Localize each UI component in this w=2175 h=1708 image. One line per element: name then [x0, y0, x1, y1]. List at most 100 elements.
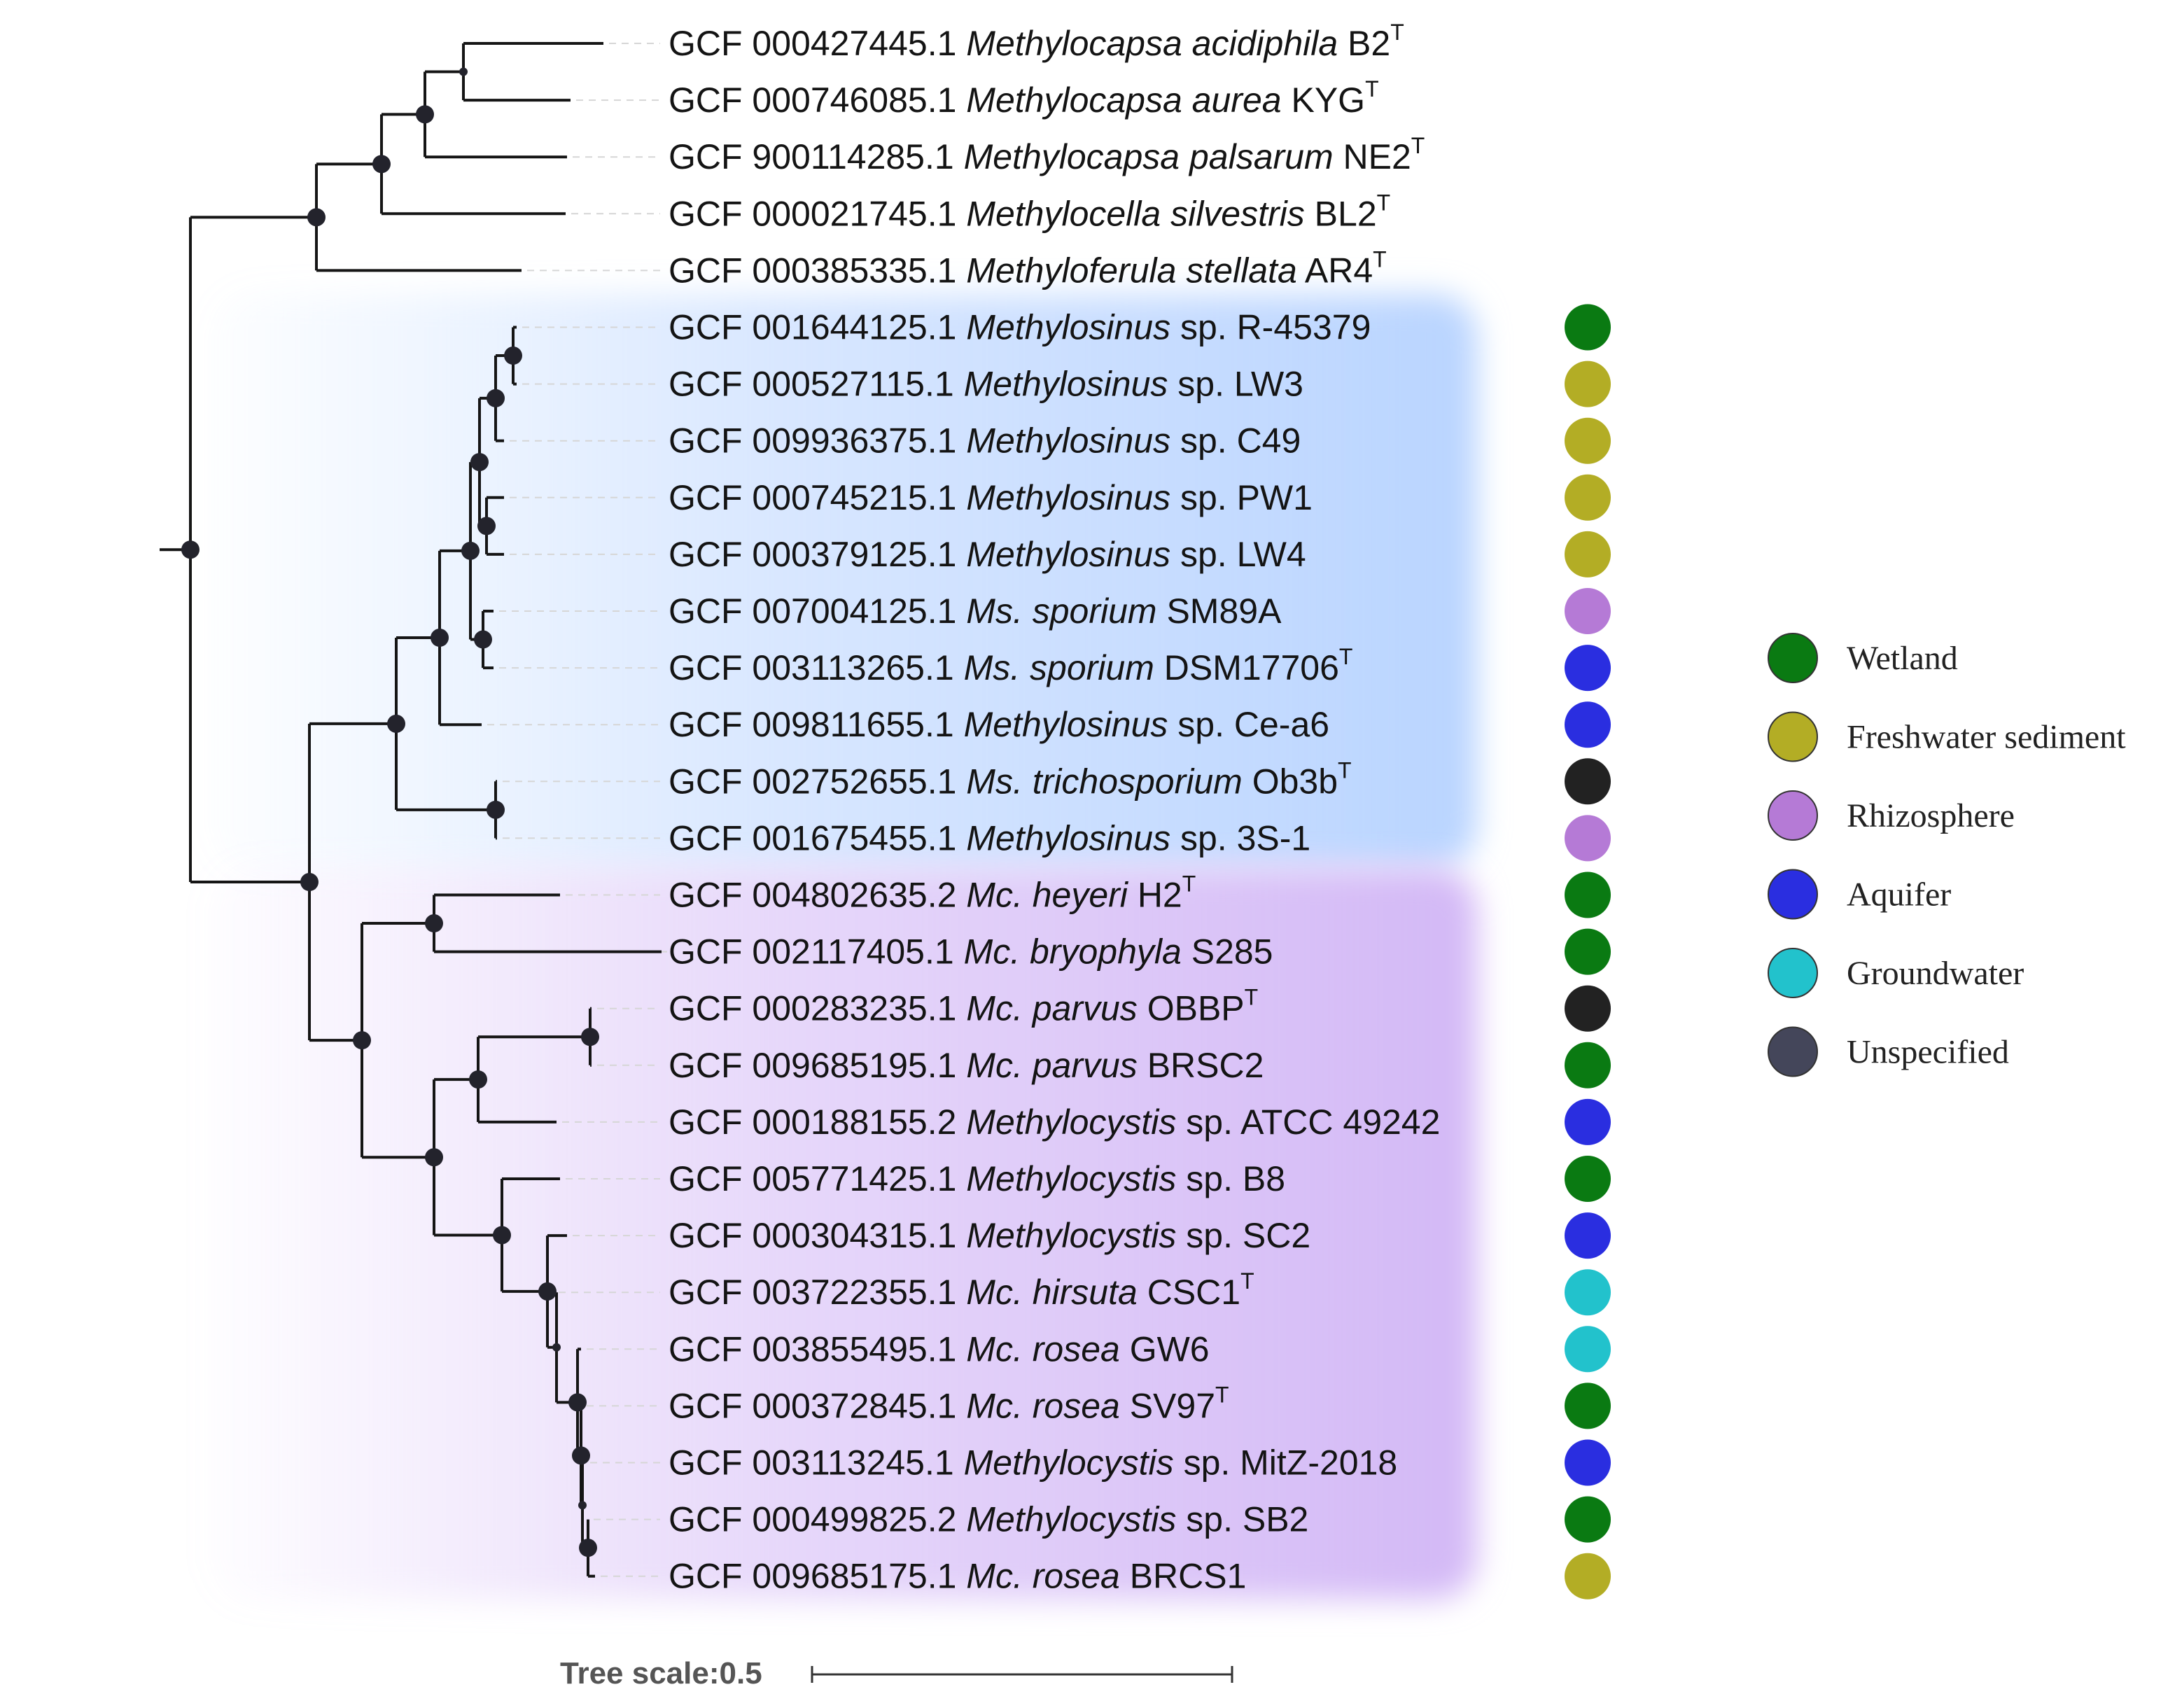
habitat-marker-wetland — [1565, 1156, 1611, 1202]
habitat-marker-freshwater — [1565, 531, 1611, 578]
habitat-marker-freshwater — [1565, 417, 1611, 464]
type-strain-mark: T — [1390, 20, 1404, 45]
node-S6 — [474, 630, 492, 649]
leaf-strain: H2 — [1128, 876, 1182, 915]
habitat-markers — [1565, 304, 1611, 1600]
node-A3 — [459, 67, 468, 76]
leaf-accession: GCF 003722355.1 — [669, 1273, 966, 1312]
leaf-strain: sp. 3S-1 — [1170, 818, 1310, 858]
leaf-species: Methylosinus — [966, 535, 1170, 574]
node-S4 — [487, 388, 505, 407]
leaf-accession: GCF 900114285.1 — [669, 137, 964, 176]
leaf-accession: GCF 001644125.1 — [669, 308, 966, 347]
leaf-label: GCF 003855495.1 Mc. rosea GW6 — [669, 1329, 1210, 1368]
leaf-species: Mc. rosea — [966, 1557, 1120, 1596]
leaf-label: GCF 000745215.1 Methylosinus sp. PW1 — [669, 478, 1313, 517]
leaf-strain: SV97 — [1120, 1386, 1215, 1425]
node-r — [181, 540, 200, 559]
habitat-marker-groundwater — [1565, 1269, 1611, 1316]
leaf-species: Mc. rosea — [966, 1386, 1120, 1425]
leaf-species: Mc. bryophyla — [964, 932, 1182, 972]
habitat-marker-rhizosphere — [1565, 815, 1611, 862]
leaf-accession: GCF 001675455.1 — [669, 818, 966, 858]
type-strain-mark: T — [1338, 757, 1352, 783]
leaf-accession: GCF 005771425.1 — [669, 1159, 966, 1198]
leaf-label: GCF 000527115.1 Methylosinus sp. LW3 — [669, 365, 1303, 404]
node-C6 — [552, 1343, 561, 1352]
leaf-label: GCF 007004125.1 Ms. sporium SM89A — [669, 592, 1282, 631]
leaf-label: GCF 000746085.1 Methylocapsa aurea KYGT — [669, 76, 1379, 120]
leaf-species: Methylocapsa acidiphila — [966, 24, 1338, 63]
leaf-species: Ms. trichosporium — [966, 762, 1243, 801]
leaf-label: GCF 000385335.1 Methyloferula stellata A… — [669, 246, 1387, 290]
habitat-marker-aquifer — [1565, 1098, 1611, 1145]
leaf-species: Methylocystis — [966, 1216, 1176, 1255]
leaf-species: Methylocystis — [966, 1159, 1176, 1198]
leaf-accession: GCF 009685195.1 — [669, 1046, 966, 1085]
habitat-marker-groundwater — [1565, 1326, 1611, 1373]
leaf-accession: GCF 003113245.1 — [669, 1443, 964, 1483]
node-S5 — [477, 517, 496, 536]
node-C3 — [469, 1070, 487, 1089]
node-A — [307, 208, 326, 227]
leaf-strain: sp. B8 — [1176, 1159, 1285, 1198]
node-C9 — [578, 1501, 587, 1510]
node-C4 — [493, 1226, 511, 1245]
leaf-label: GCF 005771425.1 Methylocystis sp. B8 — [669, 1159, 1285, 1198]
leaf-strain: SM89A — [1157, 592, 1282, 631]
leaf-species: Mc. parvus — [966, 1046, 1138, 1085]
leaf-accession: GCF 000745215.1 — [669, 478, 966, 517]
leaf-strain: sp. R-45379 — [1170, 308, 1371, 347]
leaf-strain: BRCS1 — [1120, 1557, 1247, 1596]
legend-label-aquifer: Aquifer — [1847, 876, 1951, 913]
type-strain-mark: T — [1215, 1382, 1229, 1407]
leaf-label: GCF 009936375.1 Methylosinus sp. C49 — [669, 421, 1301, 461]
leaf-label: GCF 003113245.1 Methylocystis sp. MitZ-2… — [669, 1443, 1397, 1483]
leaf-strain: OBBP — [1138, 989, 1245, 1028]
node-C — [353, 1031, 371, 1050]
habitat-marker-freshwater — [1565, 474, 1611, 521]
habitat-marker-rhizosphere — [1565, 588, 1611, 634]
habitat-marker-wetland — [1565, 1496, 1611, 1543]
type-strain-mark: T — [1411, 133, 1425, 158]
node-C5 — [538, 1282, 557, 1301]
leaf-accession: GCF 004802635.2 — [669, 876, 966, 915]
type-strain-mark: T — [1373, 246, 1387, 272]
habitat-marker-freshwater — [1565, 360, 1611, 407]
leaf-strain: BRSC2 — [1138, 1046, 1264, 1085]
clade-highlight-methylocystis — [210, 868, 1477, 1600]
leaf-strain: S285 — [1182, 932, 1273, 972]
leaf-strain: sp. SC2 — [1176, 1216, 1310, 1255]
leaf-strain: NE2 — [1334, 137, 1411, 176]
leaf-accession: GCF 009685175.1 — [669, 1557, 966, 1596]
habitat-marker-wetland — [1565, 872, 1611, 918]
habitat-marker-freshwater — [1565, 1553, 1611, 1600]
node-S7 — [487, 800, 505, 819]
type-strain-mark: T — [1339, 644, 1353, 669]
leaf-strain: Ob3b — [1243, 762, 1338, 801]
leaf-accession: GCF 003855495.1 — [669, 1329, 966, 1368]
leaf-accession: GCF 007004125.1 — [669, 592, 966, 631]
legend-swatch-groundwater — [1768, 948, 1818, 998]
leaf-species: Methylosinus — [966, 478, 1170, 517]
leaf-species: Methylocystis — [966, 1500, 1176, 1539]
type-strain-mark: T — [1182, 872, 1196, 897]
leaf-species: Methylocapsa palsarum — [964, 137, 1334, 176]
type-strain-mark: T — [1240, 1268, 1254, 1294]
habitat-legend: Wetland Freshwater sediment Rhizosphere Aqu… — [1768, 633, 2126, 1077]
node-S3 — [470, 453, 489, 472]
leaf-species: Mc. rosea — [966, 1329, 1120, 1368]
node-S4a — [504, 346, 522, 365]
leaf-strain: sp. LW4 — [1170, 535, 1306, 574]
leaf-species: Methylosinus — [966, 421, 1170, 461]
leaf-label: GCF 000304315.1 Methylocystis sp. SC2 — [669, 1216, 1310, 1255]
leaf-species: Ms. sporium — [964, 648, 1154, 687]
legend-swatch-rhizosphere — [1768, 790, 1818, 841]
leaf-species: Methylosinus — [966, 308, 1170, 347]
leaf-label: GCF 000372845.1 Mc. rosea SV97T — [669, 1382, 1229, 1425]
leaf-accession: GCF 000021745.1 — [669, 194, 966, 233]
legend-label-unspecified: Unspecified — [1847, 1034, 2009, 1071]
habitat-marker-unspecified — [1565, 985, 1611, 1032]
leaf-label: GCF 000427445.1 Methylocapsa acidiphila … — [669, 20, 1404, 63]
